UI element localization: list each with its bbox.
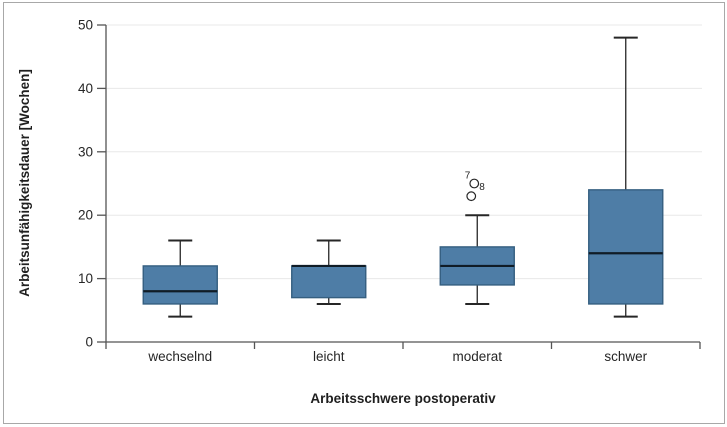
box-schwer (588, 189, 664, 305)
outlier-circle-8 (466, 191, 477, 202)
y-tick-label-50: 50 (78, 18, 93, 33)
x-category-label-schwer: schwer (604, 349, 647, 364)
outlier-circle-7 (469, 178, 480, 189)
y-tick-label-40: 40 (78, 81, 93, 96)
outlier-label-8: 8 (479, 182, 485, 193)
y-tick-label-20: 20 (78, 208, 93, 223)
x-axis-title: Arbeitsschwere postoperativ (310, 391, 496, 406)
y-tick-label-0: 0 (85, 335, 93, 350)
y-tick-label-30: 30 (78, 144, 93, 159)
y-axis-title: Arbeitsunfähigkeitsdauer [Wochen] (17, 69, 32, 297)
x-category-label-leicht: leicht (313, 349, 345, 364)
y-tick-label-10: 10 (78, 271, 93, 286)
x-category-label-moderat: moderat (452, 349, 502, 364)
box-wechselnd (142, 265, 218, 305)
box-leicht (291, 265, 367, 299)
outlier-label-7: 7 (465, 171, 471, 182)
x-category-label-wechselnd: wechselnd (147, 349, 212, 364)
